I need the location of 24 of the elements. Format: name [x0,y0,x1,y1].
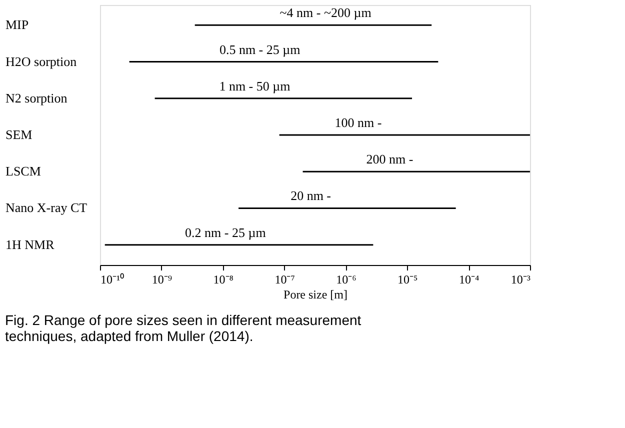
y-tick-label: LSCM [6,164,42,179]
x-tick-label: 10⁻¹⁰ [100,272,124,286]
x-tick-label: 10⁻⁸ [213,272,234,286]
annotation: 200 nm - [366,152,414,167]
caption: Fig. 2 Range of pore sizes seen in different measurement techniques, adapted from Muller (2014). [5,312,362,344]
x-axis-title: Pore size [m] [284,288,348,302]
y-tick-label: H2O sorption [6,54,78,69]
annotation: 0.2 nm - 25 µm [185,224,266,240]
y-tick-label: 1H NMR [6,236,55,252]
x-tick-label: 10⁻⁴ [458,272,480,286]
x-tick-label: 10⁻⁵ [398,272,418,286]
y-tick-label: MIP [6,17,29,32]
x-tick-label: 10⁻⁶ [336,272,356,286]
x-tick-label: 10⁻⁹ [152,272,172,286]
y-tick-label: Nano X-ray CT [6,200,88,216]
annotation: 1 nm - 50 µm [219,78,290,94]
annotation: ~4 nm - ~200 µm [280,5,372,20]
x-tick-label: 10⁻⁷ [274,272,295,286]
y-tick-label: N2 sorption [6,90,68,106]
x-tick-label: 10⁻³ [510,272,531,286]
annotation: 0.5 nm - 25 µm [219,42,300,57]
annotation: 20 nm - [290,188,332,204]
y-tick-label: SEM [6,127,33,142]
annotation: 100 nm - [334,115,382,130]
